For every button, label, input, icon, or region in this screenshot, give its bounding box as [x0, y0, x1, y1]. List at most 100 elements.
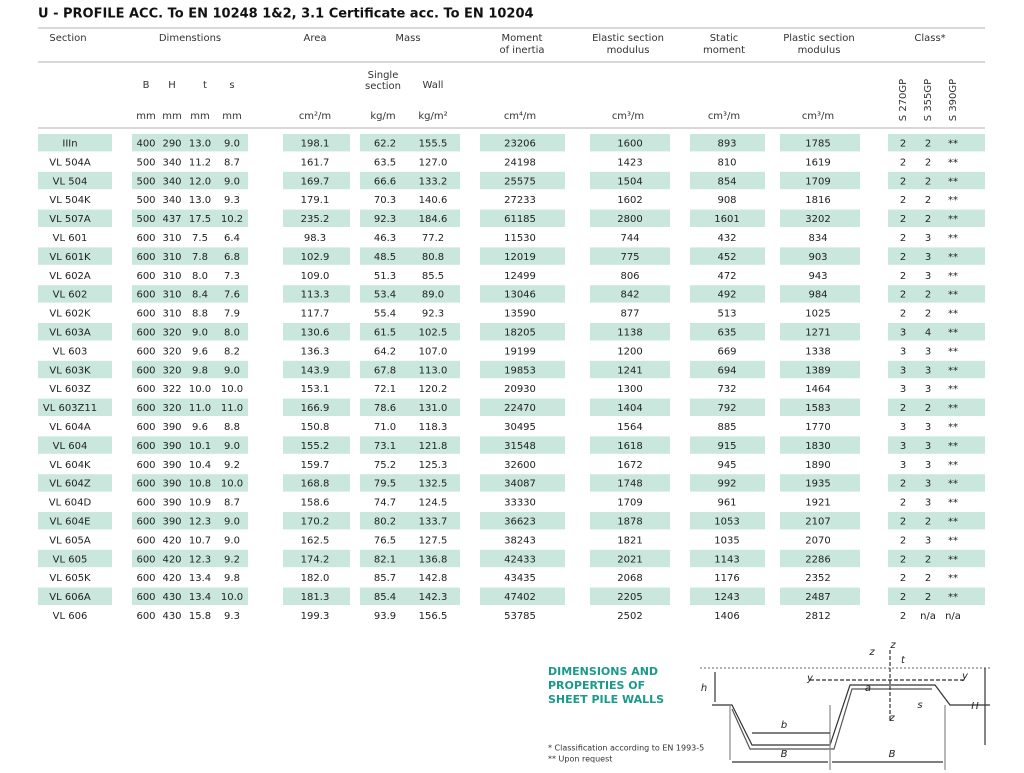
- cell: 18205: [504, 327, 536, 338]
- row-band: [780, 360, 860, 379]
- row-band: [360, 436, 460, 454]
- cell: 1600: [617, 138, 642, 149]
- unit: mm: [190, 111, 209, 122]
- caption: SHEET PILE WALLS: [548, 693, 664, 706]
- unit: cm²/m: [299, 111, 331, 122]
- cell: **: [948, 384, 958, 395]
- cell: 635: [717, 327, 736, 338]
- row-band: [360, 587, 460, 605]
- cell: 9.6: [192, 422, 208, 433]
- cell: 80.2: [374, 516, 396, 527]
- cell: **: [948, 498, 958, 509]
- cell: 98.3: [304, 233, 326, 244]
- cell: **: [948, 195, 958, 206]
- cell: 2: [900, 252, 906, 263]
- cell: 199.3: [301, 611, 330, 622]
- cell: 2068: [617, 573, 642, 584]
- row-band: [132, 209, 248, 227]
- row-band: [132, 323, 248, 341]
- cell: 75.2: [374, 460, 396, 471]
- row-band: [690, 171, 765, 190]
- row-band: [690, 285, 765, 303]
- column-header: Static: [710, 33, 739, 44]
- cell: 2: [925, 176, 931, 187]
- cell: 1770: [805, 422, 830, 433]
- cell: 2: [900, 138, 906, 149]
- row-band: [480, 360, 565, 379]
- cell: 2: [900, 592, 906, 603]
- cell: n/a: [945, 611, 961, 622]
- cell: 1935: [805, 479, 830, 490]
- cell: 125.3: [419, 460, 448, 471]
- footnote: * Classification according to EN 1993-5: [548, 744, 704, 753]
- row-band: [360, 549, 460, 568]
- sub-header: Single: [368, 70, 399, 81]
- row-band: [480, 436, 565, 454]
- cell: 3: [925, 252, 931, 263]
- cell: 71.0: [374, 422, 396, 433]
- row-band: [38, 285, 112, 303]
- cell: VL 605: [53, 554, 88, 565]
- cell: 2812: [805, 611, 830, 622]
- row-band: [132, 398, 248, 416]
- row-band: [480, 398, 565, 416]
- cell: 109.0: [301, 271, 330, 282]
- row-band: [283, 360, 350, 379]
- row-band: [132, 436, 248, 454]
- cell: 472: [717, 271, 736, 282]
- row-band: [360, 360, 460, 379]
- cell: 19199: [504, 346, 536, 357]
- cell: 420: [162, 573, 181, 584]
- cell: 93.9: [374, 611, 396, 622]
- cell: 1025: [805, 309, 830, 320]
- cell: VL 504: [53, 176, 88, 187]
- column-header: Section: [49, 33, 86, 44]
- cell: 320: [162, 327, 181, 338]
- cell: VL 601K: [49, 252, 91, 263]
- cell: 74.7: [374, 498, 396, 509]
- cell: VL 603A: [49, 327, 91, 338]
- cell: **: [948, 422, 958, 433]
- cell: 72.1: [374, 384, 396, 395]
- cell: 12.0: [189, 176, 211, 187]
- cell: **: [948, 309, 958, 320]
- cell: 390: [162, 479, 181, 490]
- row-band: [283, 285, 350, 303]
- cell: 600: [136, 384, 155, 395]
- cell: 11.0: [189, 403, 211, 414]
- cell: 390: [162, 498, 181, 509]
- row-band: [780, 436, 860, 454]
- row-band: [38, 512, 112, 530]
- cell: VL 606: [53, 611, 88, 622]
- row-band: [590, 549, 670, 568]
- cell: 76.5: [374, 535, 396, 546]
- row-band: [690, 398, 765, 416]
- column-header: Plastic section: [783, 33, 855, 44]
- cell: 2502: [617, 611, 642, 622]
- cell: 2: [925, 138, 931, 149]
- diagram-label: t: [901, 655, 906, 666]
- cell: 9.3: [224, 195, 240, 206]
- row-band: [590, 360, 670, 379]
- cell: 6.8: [224, 252, 240, 263]
- cell: 66.6: [374, 176, 396, 187]
- cell: 340: [162, 195, 181, 206]
- cell: 159.7: [301, 460, 330, 471]
- cell: 3: [925, 271, 931, 282]
- cell: 170.2: [301, 516, 330, 527]
- cell: 320: [162, 403, 181, 414]
- cell: 34087: [504, 479, 536, 490]
- cell: 142.8: [419, 573, 448, 584]
- cell: 1138: [617, 327, 642, 338]
- cell: 140.6: [419, 195, 448, 206]
- cell: 492: [717, 290, 736, 301]
- cell: 600: [136, 479, 155, 490]
- cell: 3: [900, 422, 906, 433]
- cell: 143.9: [301, 365, 330, 376]
- cell: 2021: [617, 554, 642, 565]
- cell: 155.5: [419, 138, 448, 149]
- cell: 322: [162, 384, 181, 395]
- cell: 3: [900, 384, 906, 395]
- cell: 6.4: [224, 233, 240, 244]
- cell: 600: [136, 573, 155, 584]
